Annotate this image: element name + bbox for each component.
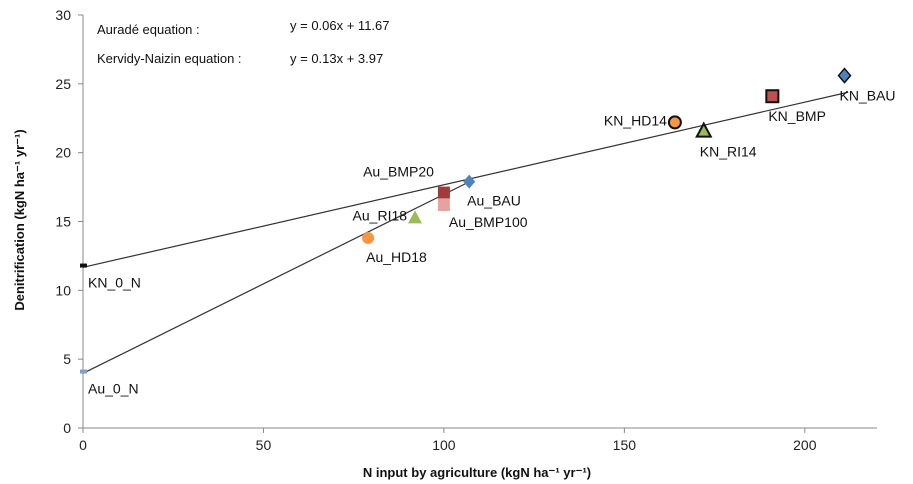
y-tick-label: 25 [55,76,71,92]
equation-2-text: y = 0.13x + 3.97 [290,51,383,66]
y-tick-label: 0 [63,420,71,436]
point-kn-ri14-label: KN_RI14 [700,144,757,160]
x-tick-labels: 0 50 100 150 200 [79,428,817,453]
y-tick-label: 30 [55,7,71,23]
y-tick-label: 15 [55,214,71,230]
x-tick-label: 0 [79,437,87,453]
data-points [80,67,852,374]
y-tick-labels: 0 5 10 15 20 25 30 [55,7,83,436]
point-kn-ri14 [695,121,713,138]
point-au-ri18 [408,210,423,224]
y-tick-label: 10 [55,282,71,298]
point-au-0-n [80,369,87,374]
point-kn-bmp-label: KN_BMP [768,108,826,124]
x-tick-label: 50 [256,437,272,453]
point-au-bau [463,174,476,189]
point-au-hd18 [362,232,375,245]
point-au-ri18-label: Au_RI18 [353,207,408,223]
point-au-0-n-label: Au_0_N [88,381,139,397]
point-kn-bau [837,67,852,84]
point-kn-bmp [765,89,780,104]
equation-1-label: Auradé equation : [97,22,200,37]
regression-lines [82,91,849,374]
point-au-bau-label: Au_BAU [467,193,521,209]
regression-line-2 [82,181,470,374]
equation-1-text: y = 0.06x + 11.67 [290,18,390,33]
x-tick-label: 150 [613,437,637,453]
equations: Auradé equation : y = 0.06x + 11.67 Kerv… [97,18,390,66]
equation-2-label: Kervidy-Naizin equation : [97,51,242,66]
point-labels: KN_0_N Au_0_N Au_HD18 Au_RI18 Au_BMP100 Au_BM… [88,88,896,397]
point-kn-0-n [80,263,87,268]
point-au-bmp100-label: Au_BMP100 [449,214,528,230]
x-tick-label: 100 [432,437,456,453]
point-kn-hd14-label: KN_HD14 [604,112,667,128]
point-au-bmp20-label: Au_BMP20 [363,164,434,180]
point-au-hd18-label: Au_HD18 [366,249,427,265]
point-au-bmp100 [437,198,450,211]
point-kn-hd14 [667,115,682,130]
point-kn-bau-label: KN_BAU [840,88,896,104]
point-au-bmp20 [437,186,450,199]
point-kn-0-n-label: KN_0_N [88,275,141,291]
y-tick-label: 20 [55,145,71,161]
x-axis-title: N input by agriculture (kgN ha⁻¹ yr⁻¹) [363,465,591,480]
y-axis-title: Denitrification (kgN ha⁻¹ yr⁻¹) [12,129,27,310]
y-tick-label: 5 [63,351,71,367]
x-tick-label: 200 [793,437,817,453]
